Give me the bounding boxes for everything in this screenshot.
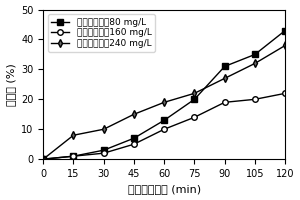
- 初始镉浓度为80 mg/L: [72, 155, 75, 157]
- Line: 初始镉浓度为160 mg/L: 初始镉浓度为160 mg/L: [40, 91, 288, 162]
- Y-axis label: 分解率 (%): 分解率 (%): [6, 63, 16, 106]
- 初始镉浓度为80 mg/L: [102, 149, 106, 151]
- 初始镉浓度为240 mg/L: [132, 113, 136, 115]
- 初始镉浓度为80 mg/L: [223, 65, 226, 68]
- 初始镉浓度为240 mg/L: [41, 158, 45, 160]
- Legend: 初始镉浓度为80 mg/L, 初始镉浓度为160 mg/L, 初始镉浓度为240 mg/L: 初始镉浓度为80 mg/L, 初始镉浓度为160 mg/L, 初始镉浓度为240…: [48, 14, 155, 52]
- 初始镉浓度为160 mg/L: [223, 101, 226, 104]
- 初始镉浓度为160 mg/L: [284, 92, 287, 95]
- 初始镉浓度为80 mg/L: [284, 29, 287, 32]
- X-axis label: 紫外光解时间 (min): 紫外光解时间 (min): [128, 184, 201, 194]
- 初始镉浓度为240 mg/L: [162, 101, 166, 104]
- 初始镉浓度为240 mg/L: [193, 92, 196, 95]
- 初始镉浓度为240 mg/L: [223, 77, 226, 80]
- 初始镉浓度为80 mg/L: [253, 53, 257, 56]
- 初始镉浓度为160 mg/L: [193, 116, 196, 118]
- 初始镉浓度为240 mg/L: [72, 134, 75, 136]
- 初始镉浓度为160 mg/L: [253, 98, 257, 101]
- 初始镉浓度为160 mg/L: [41, 158, 45, 160]
- 初始镉浓度为80 mg/L: [132, 137, 136, 139]
- 初始镉浓度为160 mg/L: [162, 128, 166, 130]
- 初始镉浓度为240 mg/L: [253, 62, 257, 65]
- 初始镉浓度为80 mg/L: [193, 98, 196, 101]
- 初始镉浓度为240 mg/L: [102, 128, 106, 130]
- Line: 初始镉浓度为80 mg/L: 初始镉浓度为80 mg/L: [40, 28, 288, 162]
- 初始镉浓度为80 mg/L: [162, 119, 166, 121]
- 初始镉浓度为160 mg/L: [132, 143, 136, 145]
- 初始镉浓度为80 mg/L: [41, 158, 45, 160]
- 初始镉浓度为160 mg/L: [102, 152, 106, 154]
- 初始镉浓度为160 mg/L: [72, 155, 75, 157]
- Line: 初始镉浓度为240 mg/L: 初始镉浓度为240 mg/L: [40, 43, 288, 162]
- 初始镉浓度为240 mg/L: [284, 44, 287, 47]
